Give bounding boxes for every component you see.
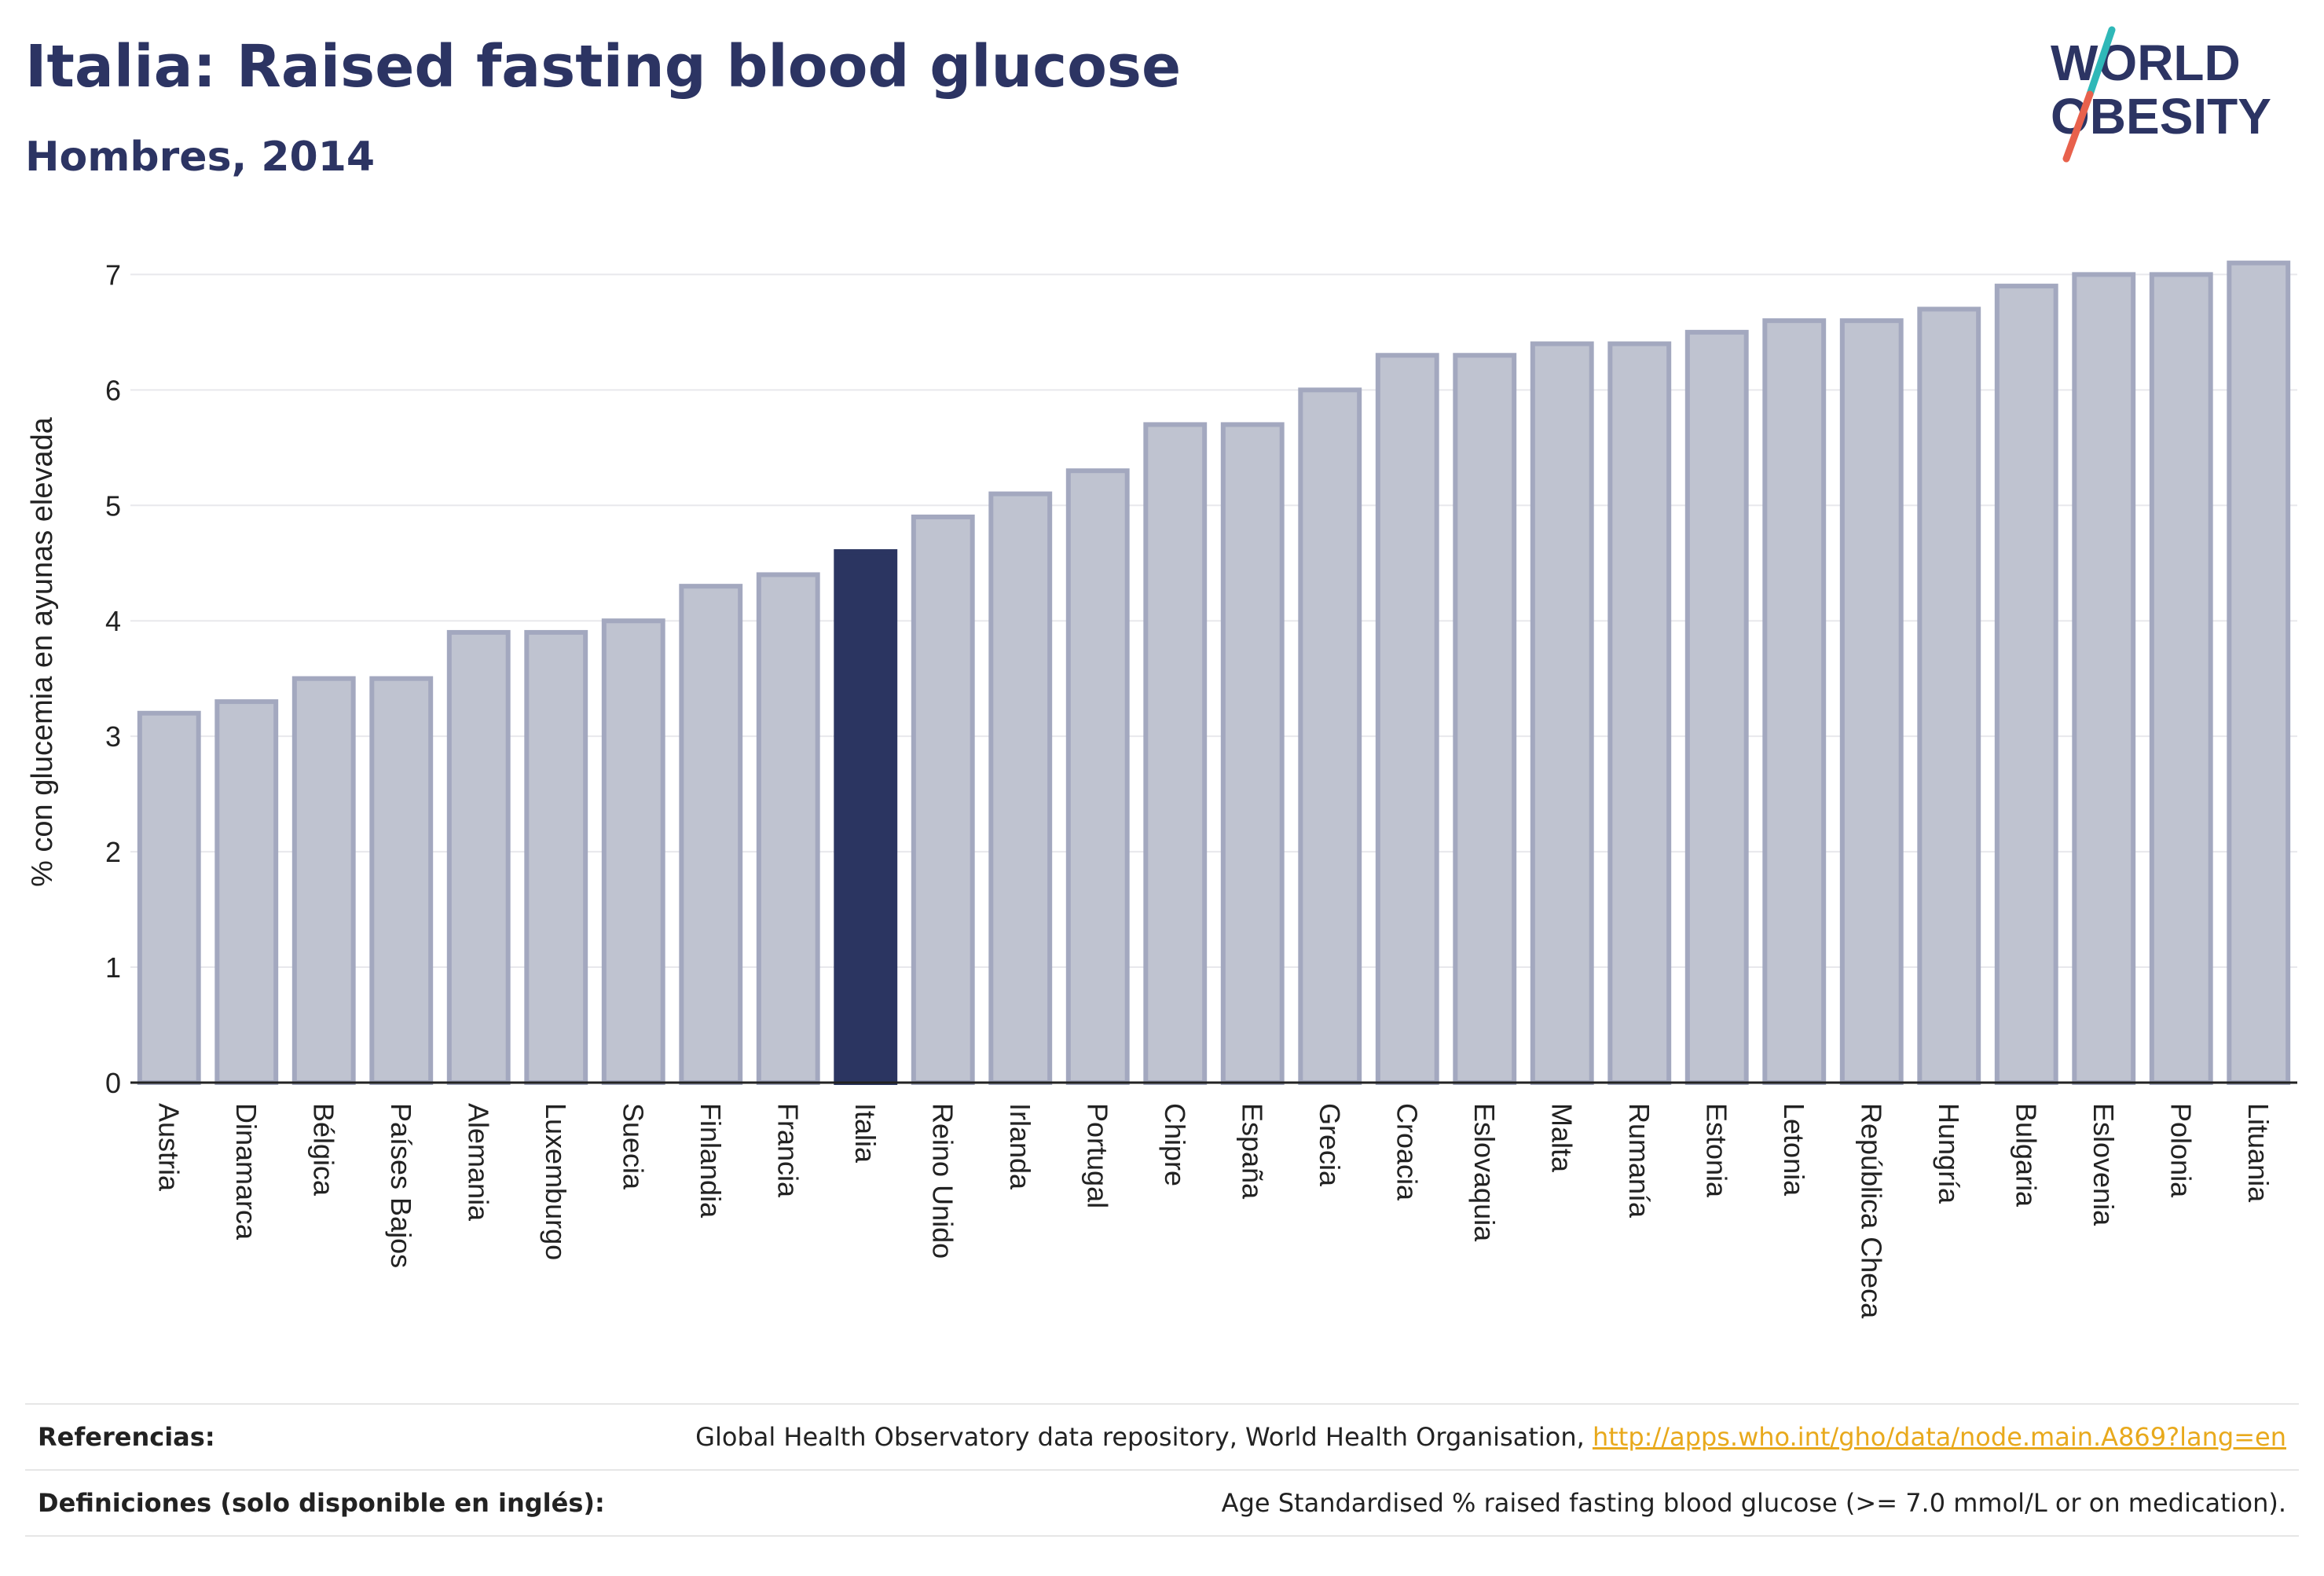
logo-word-world: WORLD [2051, 35, 2241, 91]
bar-polonia [2149, 272, 2213, 1085]
references-link[interactable]: http://apps.who.int/gho/data/node.main.A… [1592, 1422, 2286, 1452]
bar-finlandia [679, 584, 743, 1085]
x-tick-label: Dinamarca [230, 1103, 262, 1241]
references-label: Referencias: [38, 1422, 215, 1452]
bar-italia [834, 549, 898, 1085]
bars [137, 260, 2291, 1086]
definitions-label: Definiciones (solo disponible en inglés)… [38, 1488, 605, 1518]
x-tick-label: Eslovaquia [1468, 1103, 1501, 1242]
bar-rumanía [1607, 341, 1672, 1085]
x-tick-label: República Checa [1856, 1103, 1888, 1319]
axes: 0 1 2 3 4 5 6 7 Austria Dinamarca Bélgica Países Ba… [105, 258, 2297, 1319]
bar-república-checa [1839, 318, 1904, 1085]
y-tick-label: 7 [105, 258, 121, 291]
bar-españa [1220, 422, 1285, 1085]
x-tick-label: Bulgaria [2011, 1103, 2043, 1208]
bar-reino-unido [911, 514, 975, 1085]
x-tick-label: Reino Unido [927, 1103, 959, 1259]
y-tick-label: 3 [105, 720, 121, 753]
x-tick-label: Letonia [1778, 1103, 1810, 1197]
logo-slash-teal [2086, 26, 2116, 98]
bar-suecia [601, 618, 665, 1085]
bar-austria [137, 710, 201, 1085]
references-row: Referencias: Global Health Observatory d… [25, 1403, 2299, 1469]
bar-bulgaria [1994, 284, 2058, 1086]
x-tick-label: Hungría [1933, 1103, 1965, 1204]
x-tick-label: Irlanda [1004, 1103, 1036, 1190]
x-tick-label: Suecia [618, 1103, 650, 1190]
bar-dinamarca [214, 699, 279, 1085]
x-tick-label: Portugal [1082, 1103, 1114, 1208]
y-tick-label: 0 [105, 1067, 121, 1099]
bar-francia [756, 572, 820, 1085]
bar-portugal [1065, 468, 1130, 1085]
x-tick-label: Rumanía [1623, 1103, 1655, 1219]
definitions-row: Definiciones (solo disponible en inglés)… [25, 1469, 2299, 1537]
x-tick-label: Chipre [1159, 1103, 1191, 1186]
bar-eslovenia [2072, 272, 2136, 1085]
x-tick-label: Eslovenia [2088, 1103, 2120, 1226]
references-text: Global Health Observatory data repositor… [695, 1422, 1593, 1452]
bar-bélgica [291, 676, 356, 1085]
x-tick-label: Países Bajos [385, 1103, 417, 1268]
x-tick-label: Alemania [463, 1103, 495, 1222]
x-tick-label: Polonia [2165, 1103, 2198, 1198]
bar-estonia [1684, 329, 1749, 1086]
x-tick-label: España [1237, 1103, 1269, 1200]
references-value: Global Health Observatory data repositor… [695, 1422, 2299, 1452]
y-tick-label: 1 [105, 951, 121, 984]
y-tick-label: 6 [105, 374, 121, 406]
x-tick-label: Grecia [1314, 1103, 1346, 1187]
bar-hungría [1917, 306, 1981, 1085]
y-tick-label: 2 [105, 836, 121, 868]
bar-lituania [2227, 260, 2291, 1085]
bar-chipre [1143, 422, 1208, 1085]
x-tick-label: Lituania [2242, 1103, 2275, 1203]
bar-luxemburgo [524, 629, 588, 1085]
x-tick-label: Finlandia [695, 1103, 727, 1219]
chart-title: Italia: Raised fasting blood glucose [25, 33, 1182, 101]
x-tick-label: Estonia [1701, 1103, 1733, 1198]
bar-irlanda [988, 491, 1053, 1085]
x-tick-label: Italia [849, 1103, 882, 1164]
x-tick-label: Francia [772, 1103, 805, 1198]
logo-slash-red [2062, 90, 2094, 163]
bar-chart: 0 1 2 3 4 5 6 7 Austria Dinamarca Bélgica Países Ba… [26, 258, 2297, 1319]
bar-grecia [1298, 387, 1362, 1086]
y-tick-label: 4 [105, 605, 121, 637]
bar-países-bajos [369, 676, 434, 1085]
x-tick-label: Austria [153, 1103, 185, 1192]
bar-eslovaquia [1453, 353, 1517, 1085]
bar-croacia [1375, 353, 1439, 1085]
x-tick-label: Malta [1546, 1103, 1578, 1173]
x-tick-label: Bélgica [308, 1103, 340, 1197]
world-obesity-logo: WORLD OBESITY [2051, 26, 2271, 163]
y-axis-label: % con glucemia en ayunas elevada [26, 416, 59, 887]
y-tick-label: 5 [105, 489, 121, 522]
definitions-value: Age Standardised % raised fasting blood … [1221, 1488, 2286, 1518]
bar-letonia [1762, 318, 1827, 1085]
bar-malta [1530, 341, 1594, 1085]
x-tick-label: Croacia [1391, 1103, 1424, 1201]
bar-alemania [446, 629, 511, 1085]
x-tick-label: Luxemburgo [540, 1103, 572, 1260]
chart-subtitle: Hombres, 2014 [25, 134, 376, 181]
